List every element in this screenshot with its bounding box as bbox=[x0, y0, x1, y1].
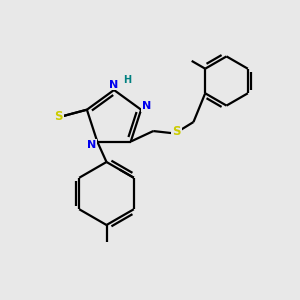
Text: N: N bbox=[110, 80, 118, 90]
Text: S: S bbox=[172, 125, 181, 139]
Text: N: N bbox=[142, 101, 151, 111]
Text: S: S bbox=[54, 110, 63, 123]
Text: N: N bbox=[87, 140, 97, 150]
Text: H: H bbox=[123, 75, 131, 85]
